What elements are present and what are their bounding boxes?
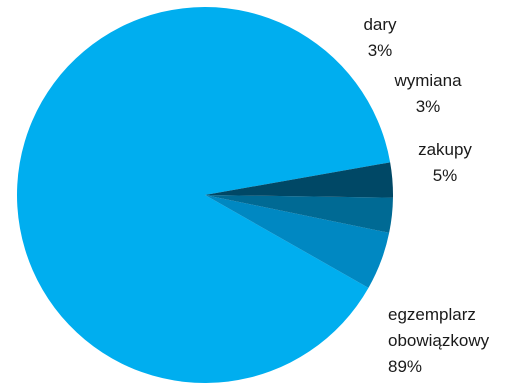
slice-category-label: egzemplarz xyxy=(388,305,476,324)
slice-percent-label: 89% xyxy=(388,357,422,376)
slice-category-label: zakupy xyxy=(418,140,472,159)
pie-slice xyxy=(205,195,390,288)
slice-label: dary 3% xyxy=(363,15,397,60)
slice-percent-label: 3% xyxy=(368,41,393,60)
slice-percent-label: 3% xyxy=(416,97,441,116)
pie-slice xyxy=(205,162,393,198)
pie-slices xyxy=(16,7,393,384)
slice-label: wymiana 3% xyxy=(393,71,462,116)
slice-percent-label: 5% xyxy=(433,166,458,185)
slice-label: zakupy 5% xyxy=(418,140,472,185)
slice-labels: egzemplarz obowiązkowy 89%zakupy 5%wymiana 3… xyxy=(363,15,489,376)
pie-slice xyxy=(16,7,391,384)
pie-slice xyxy=(205,195,393,233)
slice-label: egzemplarz obowiązkowy 89% xyxy=(388,305,490,376)
slice-category-label: dary xyxy=(363,15,397,34)
slice-category-label: wymiana xyxy=(393,71,462,90)
slice-category-label: obowiązkowy xyxy=(388,331,490,350)
